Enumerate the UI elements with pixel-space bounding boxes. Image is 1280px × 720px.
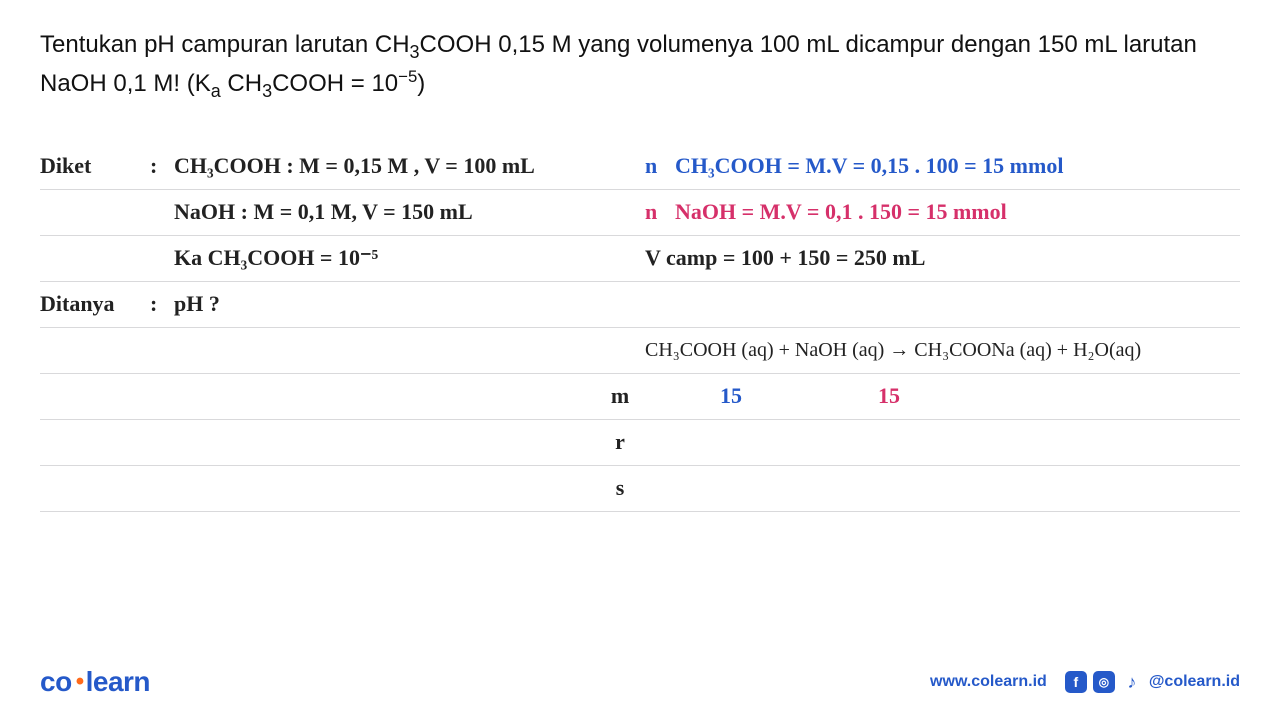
brand-logo: co•learn [40, 666, 150, 698]
handwriting-area: Diket : CH₃COOH : M = 0,15 M , V = 100 m… [40, 144, 1240, 558]
line-2: NaOH : M = 0,1 M, V = 150 mL n NaOH = M.… [40, 190, 1240, 236]
footer-bar: co•learn www.colearn.id f ◎ ♪ @colearn.i… [0, 666, 1280, 698]
n-naoh-calc: NaOH = M.V = 0,1 . 150 = 15 mmol [675, 199, 1007, 225]
m-naoh: 15 [855, 383, 923, 409]
line-9-blank [40, 512, 1240, 558]
tiktok-icon: ♪ [1121, 671, 1143, 693]
n-ch3cooh-calc: CH₃COOH = M.V = 0,15 . 100 = 15 mmol [675, 153, 1063, 179]
n-label-blue: n [645, 153, 669, 179]
social-icons-group: f ◎ ♪ @colearn.id [1065, 671, 1240, 693]
footer-url: www.colearn.id [930, 673, 1047, 691]
facebook-icon: f [1065, 671, 1087, 693]
line-1: Diket : CH₃COOH : M = 0,15 M , V = 100 m… [40, 144, 1240, 190]
instagram-icon: ◎ [1093, 671, 1115, 693]
m-ch3cooh: 15 [697, 383, 765, 409]
ka-value: Ka CH₃COOH = 10⁻⁵ [174, 245, 378, 271]
n-label-pink: n [645, 199, 669, 225]
brand-part-b: learn [86, 666, 150, 697]
reaction-equation: CH₃COOH (aq) + NaOH (aq) → CH₃COONa (aq)… [645, 339, 1141, 362]
m-row-label: m [611, 383, 629, 408]
footer-right-group: www.colearn.id f ◎ ♪ @colearn.id [930, 671, 1240, 693]
separator: : [150, 153, 174, 179]
line-4: Ditanya : pH ? [40, 282, 1240, 328]
line-6-m: m 15 15 [40, 374, 1240, 420]
question-text: Tentukan pH campuran larutan CH3COOH 0,1… [40, 28, 1240, 104]
diket-naoh: NaOH : M = 0,1 M, V = 150 mL [174, 199, 473, 225]
ditanya-body: pH ? [174, 291, 220, 317]
diket-ch3cooh: CH₃COOH : M = 0,15 M , V = 100 mL [174, 153, 535, 179]
line-5-reaction: CH₃COOH (aq) + NaOH (aq) → CH₃COONa (aq)… [40, 328, 1240, 374]
brand-dot-icon: • [72, 668, 86, 696]
ditanya-label: Ditanya [40, 291, 150, 317]
footer-handle: @colearn.id [1149, 673, 1240, 691]
separator-2: : [150, 291, 174, 317]
vcamp-calc: V camp = 100 + 150 = 250 mL [645, 245, 925, 271]
s-row-label: s [616, 475, 625, 500]
brand-part-a: co [40, 666, 72, 697]
diket-label: Diket [40, 153, 150, 179]
line-3: Ka CH₃COOH = 10⁻⁵ V camp = 100 + 150 = 2… [40, 236, 1240, 282]
line-8-s: s [40, 466, 1240, 512]
worksheet-page: Tentukan pH campuran larutan CH3COOH 0,1… [0, 0, 1280, 720]
r-row-label: r [615, 429, 625, 454]
line-7-r: r [40, 420, 1240, 466]
